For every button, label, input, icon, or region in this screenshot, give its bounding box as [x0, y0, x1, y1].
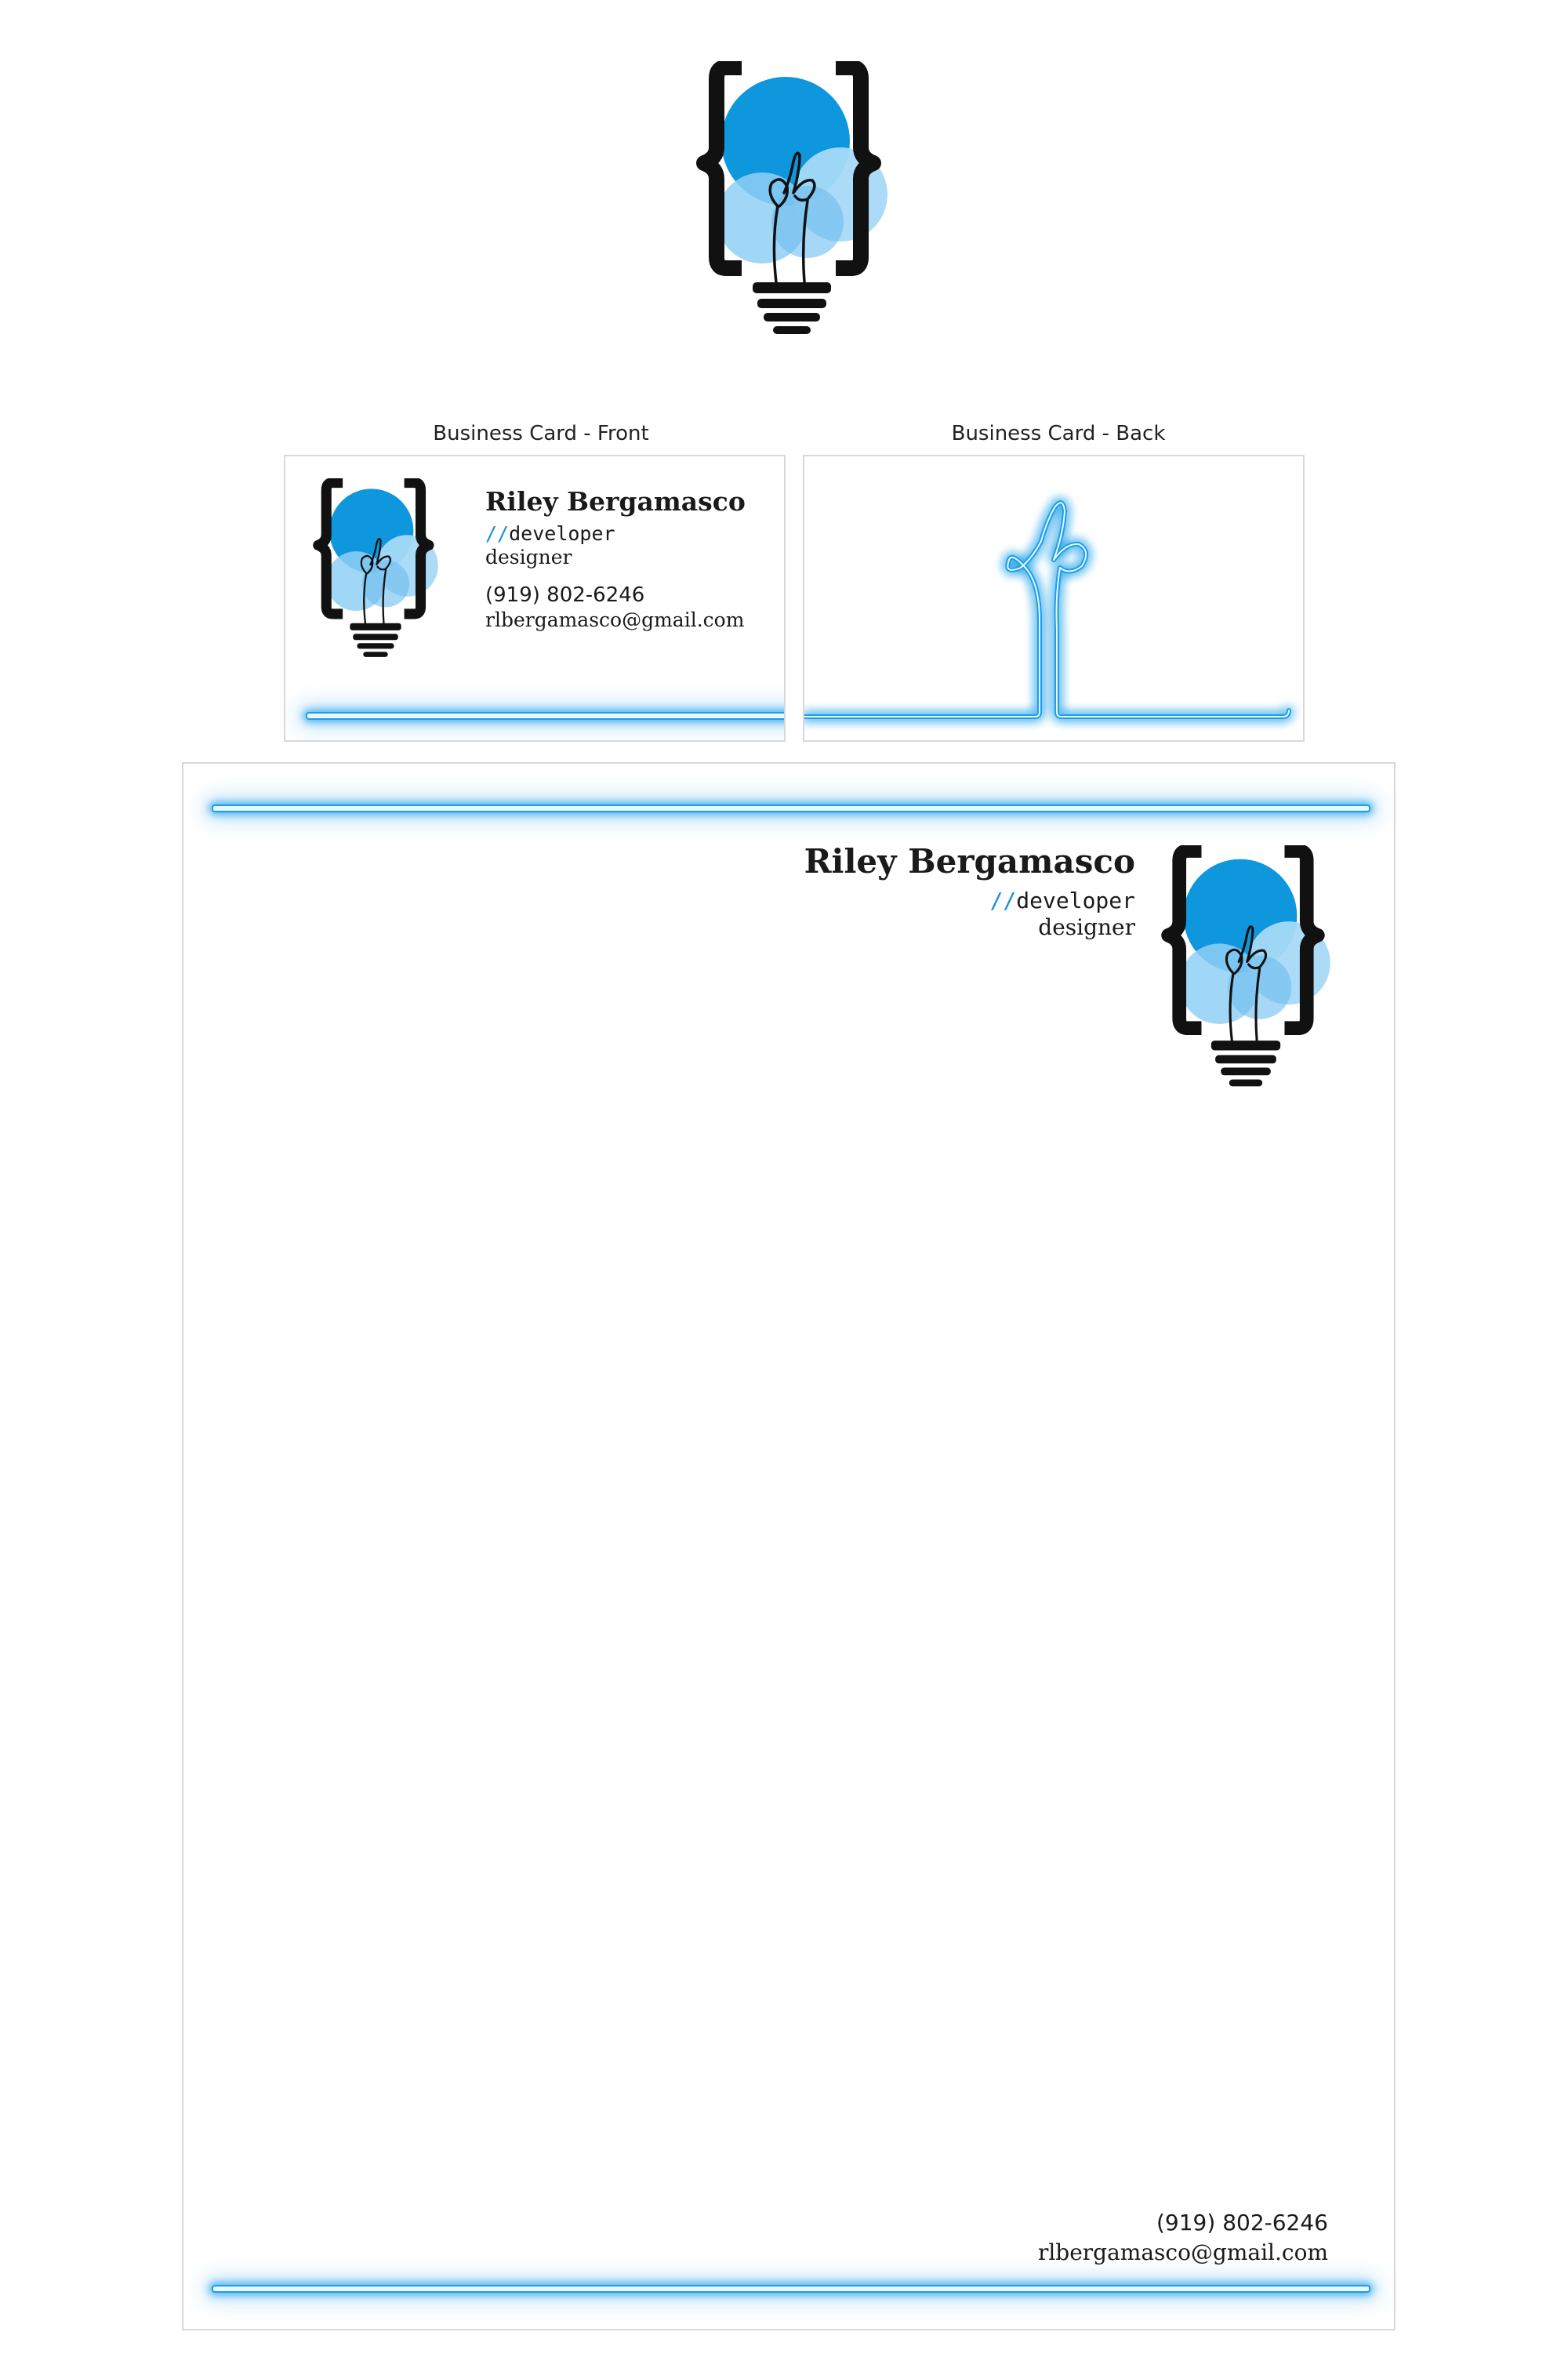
letterhead-email: rlbergamasco@gmail.com	[1037, 2239, 1328, 2265]
card-role-designer: designer	[485, 546, 572, 568]
role-developer-text: developer	[1016, 888, 1135, 913]
card-front-neon-line	[306, 712, 784, 720]
business-card-back	[803, 455, 1305, 742]
letterhead-page: Riley Bergamasco //developer designer (9…	[182, 762, 1396, 2330]
role-developer-text: developer	[509, 522, 615, 545]
slash-accent: //	[485, 522, 510, 545]
card-email: rlbergamasco@gmail.com	[485, 608, 745, 631]
letterhead-phone: (919) 802-6246	[1156, 2210, 1328, 2236]
card-back-caption: Business Card - Back	[951, 422, 1166, 445]
card-name: Riley Bergamasco	[485, 486, 746, 517]
neon-rb-monogram-icon	[804, 500, 1291, 719]
letterhead-role-designer: designer	[1038, 914, 1135, 940]
letterhead-top-neon-line	[212, 805, 1370, 812]
card-logo-icon	[309, 478, 442, 663]
slash-accent: //	[989, 888, 1017, 913]
business-card-front: Riley Bergamasco //developer designer (9…	[284, 455, 786, 742]
card-phone: (919) 802-6246	[485, 583, 645, 607]
letterhead-name: Riley Bergamasco	[804, 842, 1135, 881]
letterhead-logo-icon	[1156, 845, 1336, 1095]
main-logo-icon	[690, 61, 894, 343]
card-front-caption: Business Card - Front	[433, 422, 649, 445]
letterhead-role-developer: //developer	[990, 888, 1135, 913]
card-role-developer: //developer	[485, 522, 615, 545]
letterhead-bottom-neon-line	[212, 2285, 1370, 2293]
